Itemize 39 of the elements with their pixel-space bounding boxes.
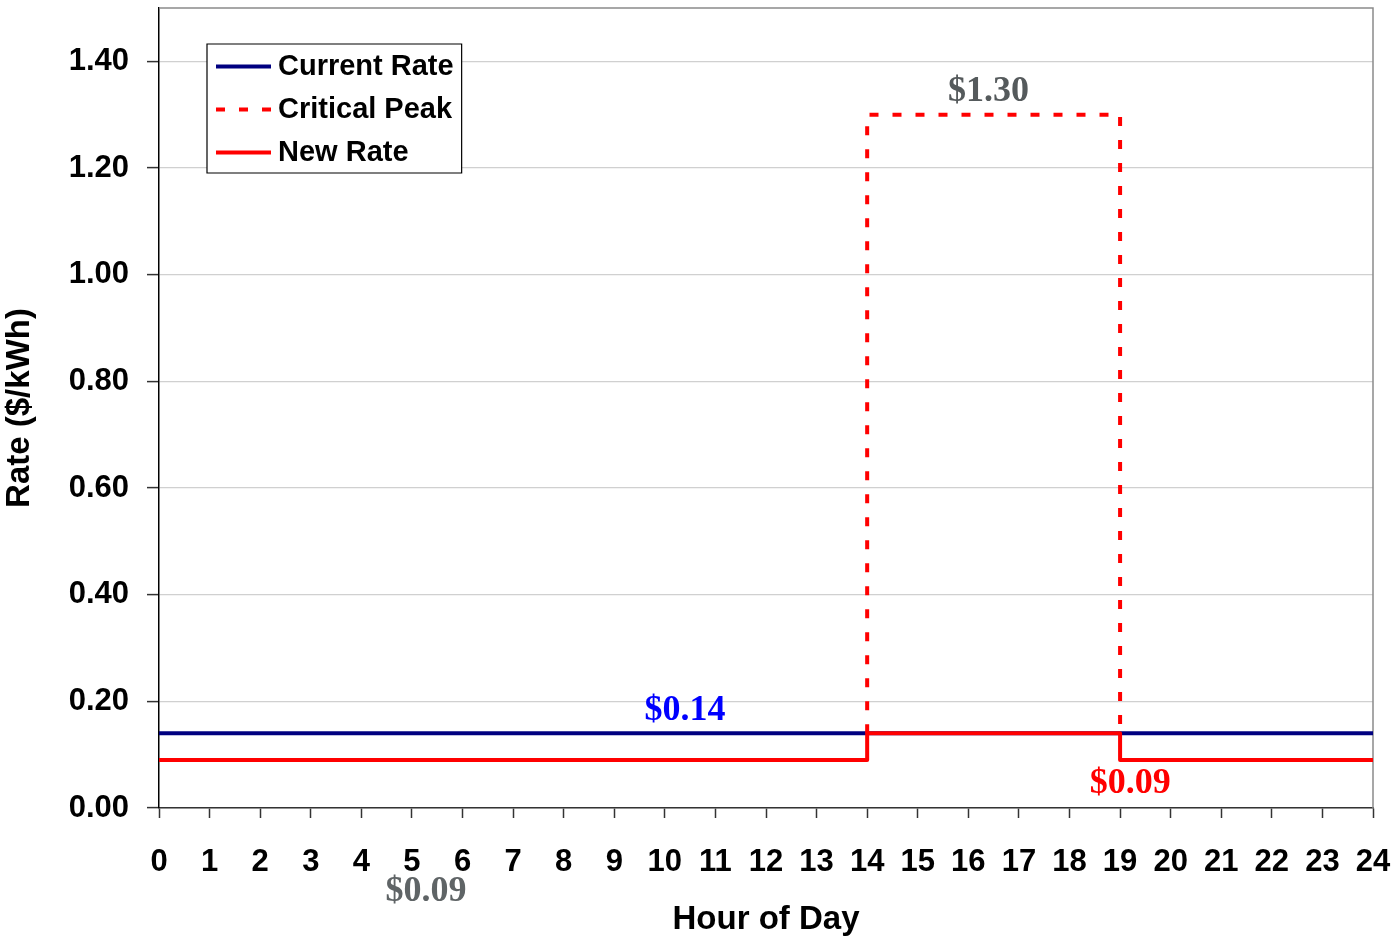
y-tick-label: 1.00 (68, 255, 129, 291)
y-tick-label: 0.00 (68, 788, 129, 824)
x-tick-label: 10 (647, 843, 683, 879)
y-tick-label: 1.40 (68, 41, 129, 77)
x-tick-label: 7 (504, 843, 522, 879)
x-tick-label: 13 (799, 843, 834, 879)
x-tick-label: 21 (1204, 843, 1239, 879)
x-tick-label: 4 (352, 843, 371, 879)
x-tick-label: 3 (302, 843, 320, 879)
legend-label: New Rate (278, 134, 409, 167)
x-tick-label: 2 (251, 843, 269, 879)
annotation: $0.09 (1089, 761, 1171, 802)
x-axis-title: Hour of Day (672, 899, 861, 937)
x-tick-label: 0 (150, 843, 168, 879)
y-tick-label: 0.40 (68, 575, 129, 611)
x-tick-label: 23 (1305, 843, 1340, 879)
x-tick-label: 9 (605, 843, 623, 879)
legend-label: Critical Peak (278, 91, 453, 124)
y-axis-title: Rate ($/kWh) (0, 308, 36, 508)
x-tick-label: 14 (849, 843, 886, 879)
legend-label: Current Rate (278, 48, 454, 81)
x-tick-label: 11 (699, 843, 732, 879)
annotation: $1.30 (948, 68, 1030, 109)
x-tick-label: 16 (951, 843, 986, 879)
y-tick-label: 0.20 (68, 681, 129, 717)
x-tick-label: 8 (555, 843, 573, 879)
y-tick-label: 1.20 (68, 148, 129, 184)
x-tick-label: 19 (1102, 843, 1138, 879)
y-tick-label: 0.80 (68, 361, 129, 397)
y-tick-label: 0.60 (68, 468, 129, 504)
x-tick-label: 24 (1355, 843, 1391, 879)
annotation: $0.14 (644, 687, 726, 728)
x-tick-label: 1 (200, 843, 219, 879)
x-tick-label: 17 (1001, 843, 1037, 879)
x-tick-label: 22 (1254, 843, 1290, 879)
x-tick-label: 20 (1153, 843, 1188, 879)
x-tick-label: 18 (1052, 843, 1087, 879)
x-tick-label: 15 (900, 843, 935, 879)
x-tick-label: 12 (748, 843, 784, 879)
